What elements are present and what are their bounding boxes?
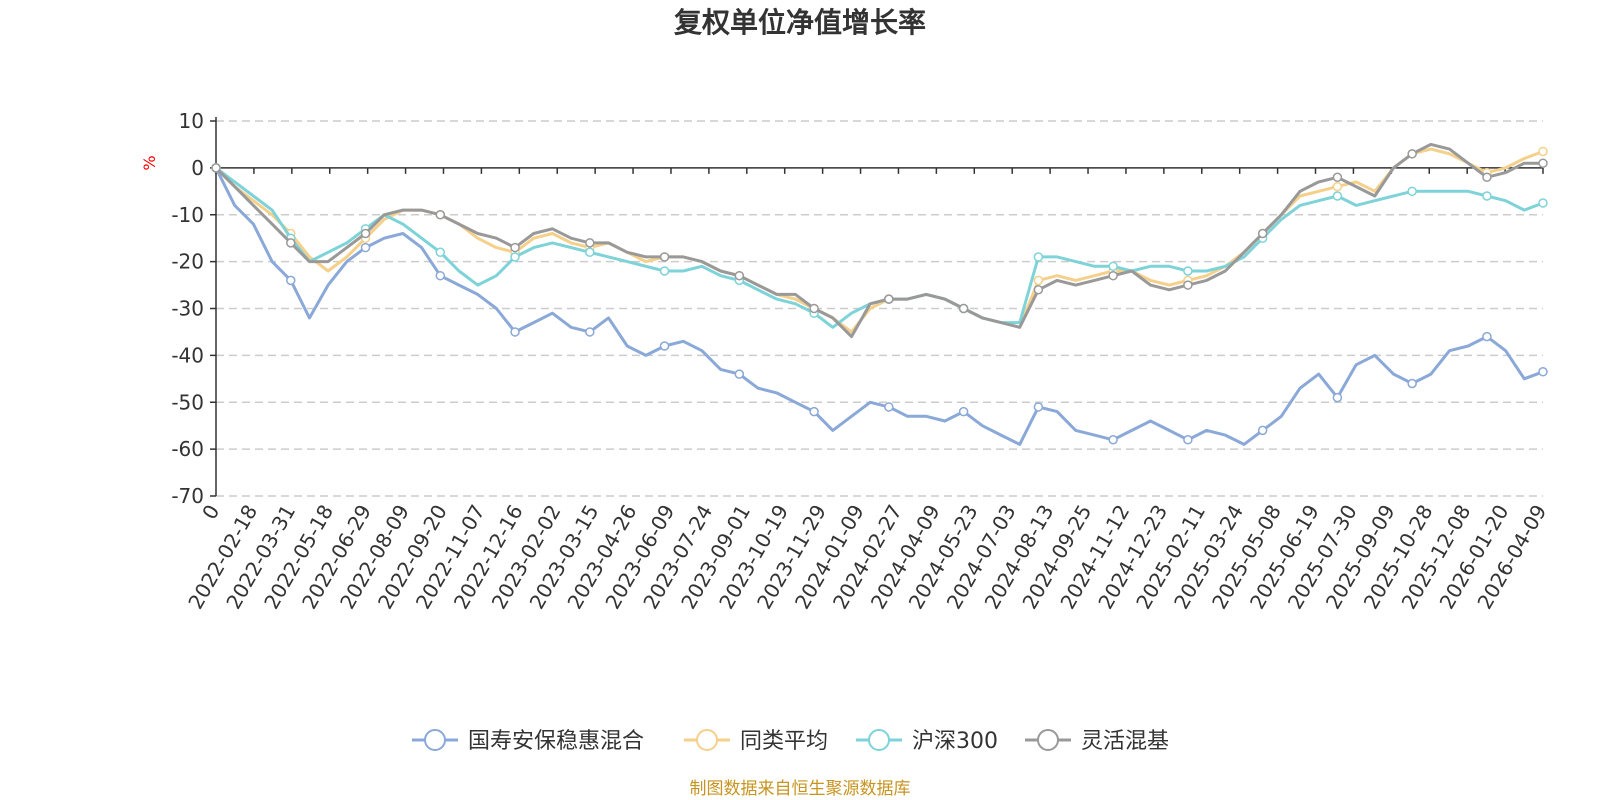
- series-point: [1033, 275, 1044, 286]
- series-point: [585, 247, 595, 257]
- legend-circle-icon: [424, 729, 446, 751]
- series-point: [659, 252, 670, 262]
- series-point: [1538, 158, 1548, 168]
- legend-label: 沪深300: [912, 729, 998, 754]
- y-tick-label: 0: [191, 156, 204, 180]
- legend-label: 同类平均: [740, 729, 828, 754]
- x-tick-label: 0: [197, 501, 224, 524]
- series-line-1: [214, 147, 1544, 334]
- series-point: [585, 327, 595, 337]
- series-point: [1407, 186, 1417, 197]
- series-point: [1257, 228, 1268, 239]
- series-point: [1332, 392, 1343, 403]
- series-point: [1482, 191, 1492, 201]
- legend-item-0[interactable]: 国寿安保稳惠混合: [412, 729, 644, 754]
- grid: [216, 120, 1543, 497]
- y-tick-label: -50: [171, 390, 204, 414]
- series-point: [211, 163, 221, 173]
- series-point: [1033, 402, 1044, 412]
- series-point: [809, 406, 819, 417]
- series-point: [958, 303, 969, 314]
- series-layer: [211, 142, 1548, 446]
- series-point: [435, 270, 446, 281]
- chart-title: 复权单位净值增长率: [674, 6, 926, 39]
- legend[interactable]: 国寿安保稳惠混合 同类平均 沪深300 灵活混基: [412, 729, 1169, 754]
- y-axis-unit: %: [140, 155, 159, 170]
- series-point: [1407, 149, 1417, 159]
- series-point: [360, 228, 371, 239]
- series-point: [1033, 285, 1044, 295]
- series-point: [809, 303, 819, 314]
- series-point: [585, 238, 595, 248]
- y-tick-label: -30: [171, 297, 204, 321]
- series-point: [286, 238, 296, 248]
- legend-circle-icon: [868, 729, 890, 751]
- series-point: [659, 341, 670, 351]
- y-tick-label: 10: [179, 109, 204, 133]
- series-point: [510, 327, 520, 337]
- series-point: [360, 242, 371, 253]
- legend-item-3[interactable]: 灵活混基: [1025, 729, 1169, 754]
- series-point: [1183, 435, 1193, 445]
- series-point: [286, 275, 296, 286]
- series-point: [1407, 378, 1417, 389]
- series-point: [1183, 280, 1193, 290]
- series-point: [734, 270, 745, 281]
- series-point: [884, 402, 894, 412]
- series-point: [1482, 172, 1492, 182]
- series-point: [958, 406, 969, 417]
- series-point: [1108, 435, 1118, 445]
- series-point: [510, 242, 520, 253]
- data-source-note: 制图数据来自恒生聚源数据库: [690, 779, 911, 799]
- y-tick-label: -40: [171, 343, 204, 367]
- series-point: [659, 266, 670, 276]
- legend-label: 灵活混基: [1081, 729, 1169, 754]
- y-tick-label: -70: [171, 484, 204, 508]
- y-tick-label: -10: [171, 203, 204, 227]
- series-point: [1108, 261, 1118, 272]
- legend-item-2[interactable]: 沪深300: [856, 729, 998, 754]
- series-point: [435, 210, 446, 220]
- series-point: [1033, 252, 1044, 262]
- series-point: [1257, 425, 1268, 436]
- series-point: [1108, 270, 1118, 281]
- series-point: [1332, 191, 1343, 201]
- legend-circle-icon: [1037, 729, 1059, 751]
- series-point: [734, 369, 745, 379]
- legend-circle-icon: [696, 729, 718, 751]
- y-tick-label: -20: [171, 250, 204, 274]
- series-point: [884, 294, 894, 304]
- series-point: [1183, 266, 1193, 276]
- series-point: [1482, 331, 1492, 342]
- series-point: [1538, 146, 1548, 157]
- legend-label: 国寿安保稳惠混合: [468, 729, 644, 754]
- legend-item-1[interactable]: 同类平均: [684, 729, 828, 754]
- series-point: [1538, 198, 1548, 208]
- series-point: [1538, 367, 1548, 377]
- series-point: [1332, 181, 1343, 192]
- series-point: [1332, 172, 1343, 182]
- y-tick-label: -60: [171, 437, 204, 461]
- series-point: [510, 252, 520, 262]
- series-point: [435, 247, 446, 257]
- series-line-0: [214, 167, 1544, 446]
